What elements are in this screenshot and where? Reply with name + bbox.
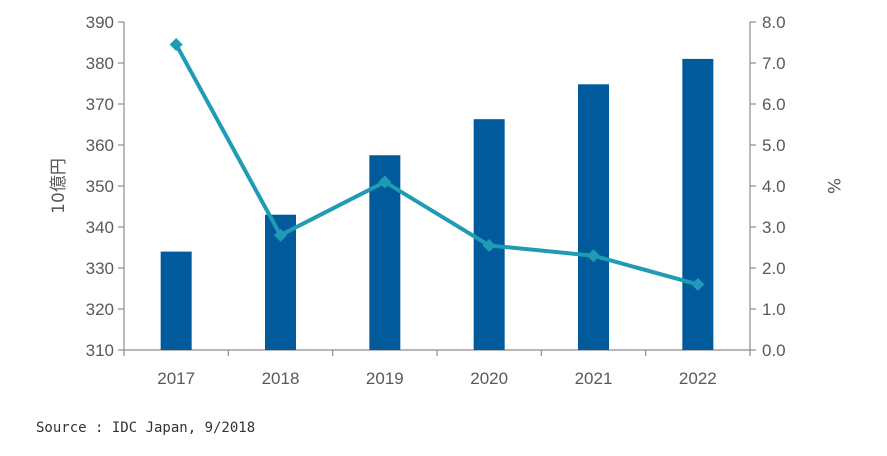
source-note: Source : IDC Japan, 9/2018 — [36, 420, 256, 436]
y-tick-label-right: 7.0 — [762, 54, 786, 73]
y-tick-label-left: 350 — [86, 177, 114, 196]
y-tick-label-right: 2.0 — [762, 259, 786, 278]
y-tick-label-right: 5.0 — [762, 136, 786, 155]
y-tick-label-left: 340 — [86, 218, 114, 237]
y-tick-label-right: 6.0 — [762, 95, 786, 114]
bar — [578, 84, 609, 350]
line-marker — [482, 238, 496, 252]
line-marker — [378, 175, 392, 189]
growth-line — [174, 43, 699, 287]
y-tick-label-left: 390 — [86, 13, 114, 32]
y-tick-label-left: 310 — [86, 341, 114, 360]
y-tick-label-right: 4.0 — [762, 177, 786, 196]
x-tick-label: 2017 — [157, 369, 195, 388]
y-axis-title-right: % — [823, 178, 843, 194]
line-marker — [691, 277, 705, 291]
bar — [160, 251, 192, 350]
line-marker — [587, 249, 600, 263]
y-tick-label-left: 380 — [86, 54, 114, 73]
y-tick-label-right: 8.0 — [762, 13, 786, 32]
y-axis-title-left: 10億円 — [49, 158, 69, 214]
y-tick-label-left: 330 — [86, 259, 114, 278]
bar — [473, 119, 505, 350]
y-tick-label-right: 1.0 — [762, 300, 786, 319]
line-marker — [274, 228, 287, 242]
x-tick-label: 2020 — [470, 369, 508, 388]
axes — [118, 21, 756, 356]
y-tick-label-right: 0.0 — [762, 341, 786, 360]
bar-series — [160, 58, 714, 351]
line-marker — [169, 38, 183, 52]
tick-labels: 390 8.0 380 7.0 370 6.0 360 5.0 350 4.0 340 3.0 330 2… — [86, 13, 786, 388]
y-tick-label-left: 360 — [86, 136, 114, 155]
line-series — [169, 38, 705, 291]
x-tick-label: 2018 — [262, 369, 300, 388]
x-tick-label: 2021 — [575, 369, 613, 388]
y-tick-label-right: 3.0 — [762, 218, 786, 237]
y-tick-label-left: 370 — [86, 95, 114, 114]
x-tick-label: 2022 — [679, 369, 717, 388]
bar — [682, 58, 714, 351]
y-tick-label-left: 320 — [86, 300, 114, 319]
x-tick-label: 2019 — [366, 369, 404, 388]
